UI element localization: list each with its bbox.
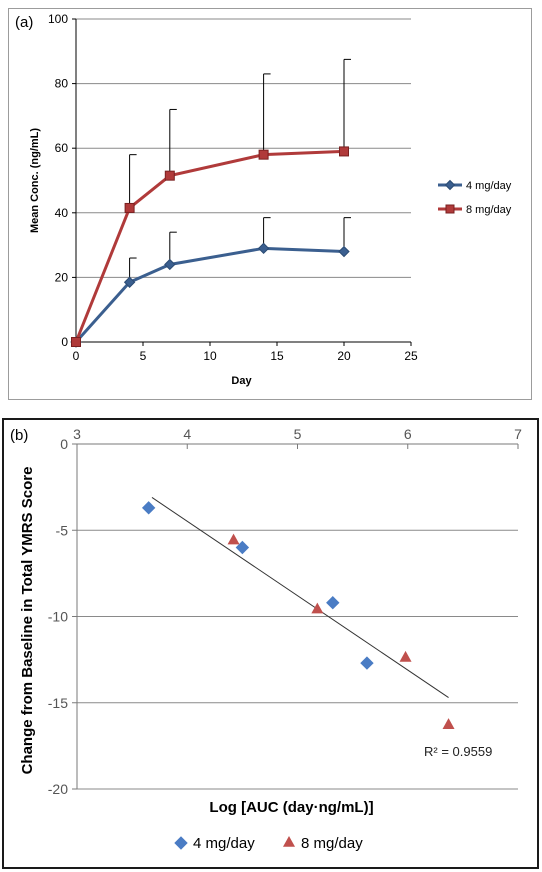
data-point [123, 276, 136, 288]
tick-label-x: 15 [270, 349, 284, 363]
r-squared-annotation: R² = 0.9559 [424, 744, 492, 759]
data-point [71, 337, 81, 347]
tick-label-x: 10 [203, 349, 217, 363]
data-point [339, 146, 349, 157]
tick-label-x: 3 [73, 426, 81, 442]
tick-label-x: 5 [140, 349, 147, 363]
series-line-1 [74, 246, 345, 344]
chart-panel-b: (b) 0 -5 -10 -15 -20 3 4 5 6 7 Log [AUC (day·ng/mL)… [2, 418, 539, 869]
x-axis-title: Day [231, 375, 252, 387]
data-point [399, 650, 412, 662]
legend-label-1: 4 mg/day [193, 835, 255, 852]
data-point [338, 245, 350, 258]
data-point [227, 533, 240, 545]
tick-label-y: 60 [55, 141, 69, 155]
tick-label-x: 25 [404, 349, 418, 363]
legend-marker-2 [445, 204, 455, 214]
data-point [326, 595, 340, 610]
tick-label-x: 7 [514, 426, 522, 442]
tick-label-y: 0 [61, 335, 68, 349]
trendline [151, 497, 449, 698]
tick-label-y: -15 [48, 695, 68, 711]
data-point [235, 540, 250, 555]
tick-label-x: 0 [73, 349, 80, 363]
chart-b-svg: (b) 0 -5 -10 -15 -20 3 4 5 6 7 Log [AUC (day·ng/mL)… [10, 426, 522, 852]
data-point [257, 242, 270, 255]
tick-label-y: -20 [48, 781, 68, 797]
tick-label-x: 20 [337, 349, 351, 363]
chart-panel-a: (a) 0 20 40 60 80 100 0 5 10 15 20 25 Day Mean Conc. (… [8, 8, 532, 400]
tick-label-x: 5 [294, 426, 302, 442]
tick-label-y: 100 [48, 12, 68, 26]
tick-label-y: 0 [60, 436, 68, 452]
legend-marker-2 [283, 836, 295, 847]
panel-label-b: (b) [10, 427, 28, 444]
y-axis-title: Mean Conc. (ng/mL) [29, 128, 41, 233]
tick-label-x: 4 [183, 426, 191, 442]
data-point [360, 656, 374, 670]
series-line-2 [74, 149, 345, 343]
tick-label-y: 80 [55, 77, 69, 91]
data-point [124, 202, 135, 213]
y-axis-title: Change from Baseline in Total YMRS Score [19, 467, 36, 775]
data-point [164, 258, 176, 271]
data-point [164, 170, 175, 181]
data-point [141, 501, 156, 515]
tick-label-y: 20 [55, 270, 69, 284]
tick-label-y: -10 [48, 609, 68, 625]
tick-label-x: 6 [404, 426, 412, 442]
legend-label-2: 8 mg/day [301, 835, 363, 852]
data-point [442, 718, 455, 729]
legend-marker-1 [444, 179, 456, 191]
tick-label-y: 40 [55, 206, 69, 220]
legend-label-2: 8 mg/day [466, 204, 512, 216]
data-point [311, 602, 324, 614]
legend-marker-1 [174, 836, 188, 850]
legend-label-1: 4 mg/day [466, 180, 512, 192]
panel-label-a: (a) [15, 14, 33, 31]
x-axis-title: Log [AUC (day·ng/mL)] [209, 799, 373, 816]
tick-label-y: -5 [56, 522, 69, 538]
chart-a-svg: (a) 0 20 40 60 80 100 0 5 10 15 20 25 Day Mean Conc. (… [15, 12, 512, 387]
data-point [258, 149, 269, 160]
